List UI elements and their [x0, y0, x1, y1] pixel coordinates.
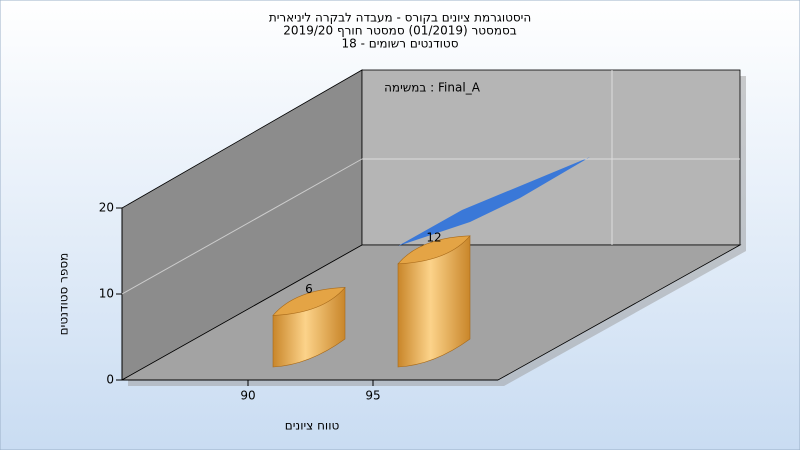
x-axis-label: טווח ציונים: [285, 419, 340, 433]
bar: [397, 235, 471, 368]
back-wall: [361, 69, 741, 246]
curve: [398, 157, 590, 246]
x-tick-label: 95: [365, 389, 380, 403]
y-axis-label: מספר סטודנטים: [57, 253, 71, 336]
value-label: 12: [426, 230, 441, 244]
bar-top: [272, 287, 346, 316]
x-tick-label: 90: [240, 389, 255, 403]
annotation: במשימה : Final_A: [384, 81, 481, 95]
chart-subtitle: סטודנטים רשומים - 18: [341, 37, 458, 51]
y-tick-label: 10: [99, 287, 114, 301]
grid-line: [121, 158, 363, 295]
bar: [272, 286, 346, 368]
y-tick-label: 0: [106, 373, 114, 387]
y-tick-label: 20: [99, 201, 114, 215]
bar-top: [397, 235, 471, 265]
chart-title: היסטוגרמת ציונים בקורס - מעבדה לבקרה לינ…: [269, 11, 531, 25]
chart-subtitle: בסמסטר (01/2019) סמסטר חורף 2019/20: [283, 24, 516, 38]
value-label: 6: [305, 282, 313, 296]
